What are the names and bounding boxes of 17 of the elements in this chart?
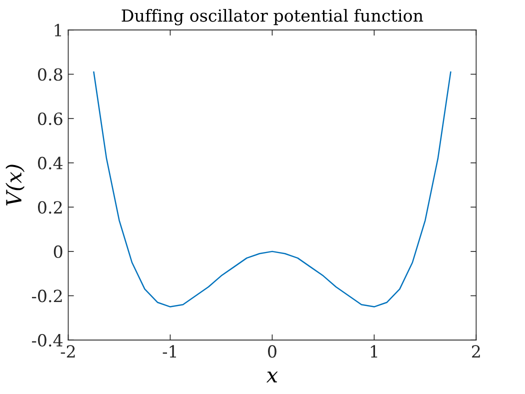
y-tick-label: 1: [54, 24, 62, 36]
x-tick-label: -1: [162, 345, 176, 358]
x-tick-label: -2: [60, 345, 75, 358]
chart-title: Duffing oscillator potential function: [122, 8, 424, 26]
y-tick-label: -0.4: [32, 334, 63, 347]
y-tick-label: 0.6: [38, 112, 62, 126]
y-tick-label: -0.2: [32, 290, 62, 302]
y-tick-label: 0: [54, 245, 62, 258]
line-series: [93, 71, 452, 308]
x-tick-label: 1: [370, 345, 378, 358]
x-tick-label: 0: [268, 345, 276, 358]
x-tick-label: 2: [472, 345, 480, 358]
y-axis-title: V(x): [6, 164, 25, 206]
y-tick-label: 0.8: [38, 68, 62, 81]
y-tick-label: 0.2: [38, 201, 62, 214]
y-tick-label: 0.4: [38, 156, 63, 170]
x-axis-title: x: [266, 372, 278, 382]
